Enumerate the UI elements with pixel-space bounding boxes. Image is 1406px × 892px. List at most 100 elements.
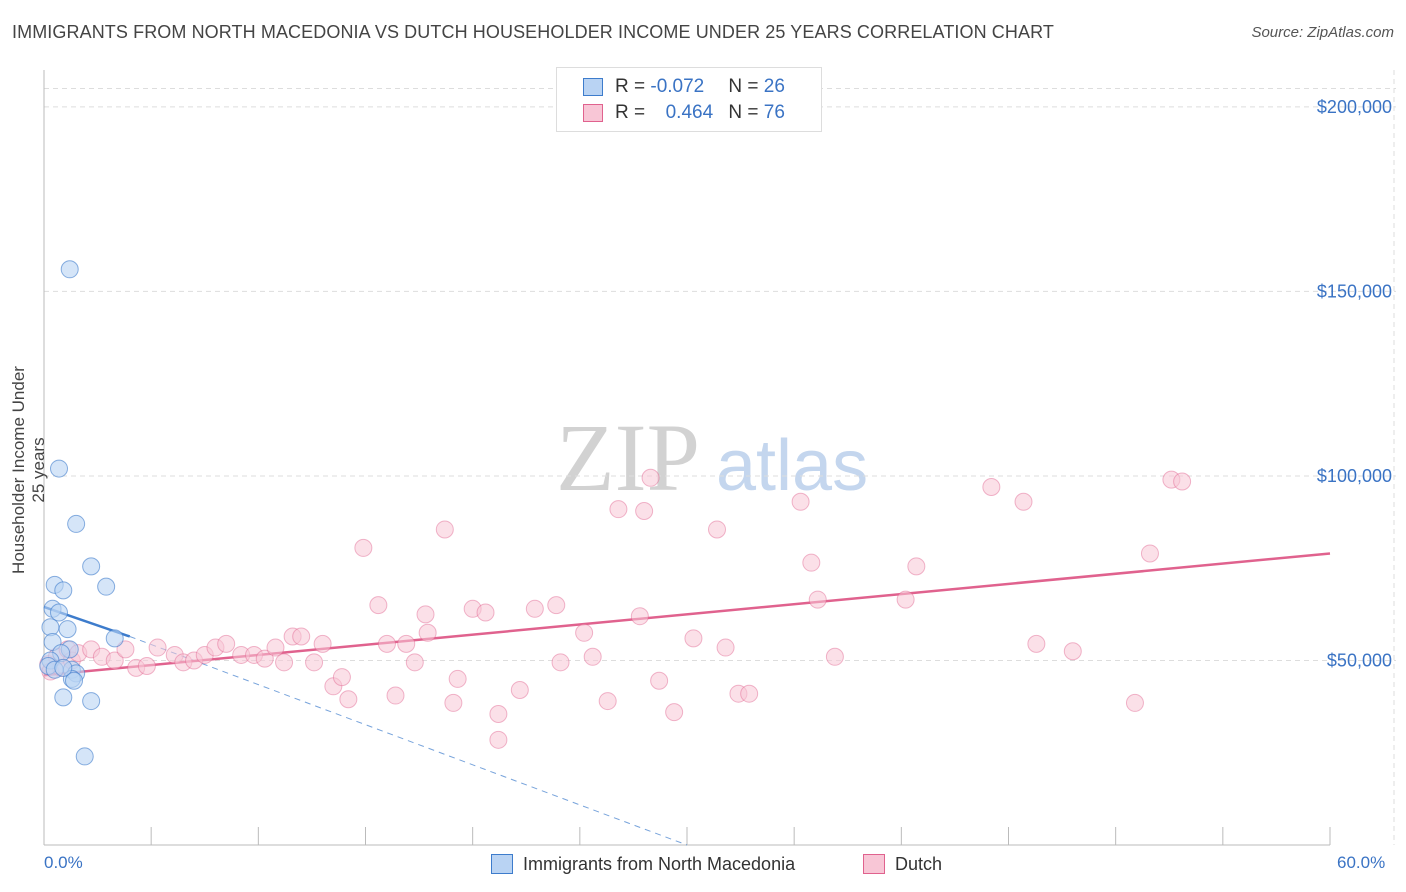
dutch-point [332, 668, 351, 687]
watermark-atlas: atlas [716, 426, 868, 506]
dutch-point [255, 649, 274, 668]
dutch-point [489, 730, 508, 749]
dutch-point [305, 653, 324, 672]
dutch-point [791, 492, 810, 511]
dutch-point [105, 651, 124, 670]
dutch-point [418, 623, 437, 642]
dutch-point [448, 669, 467, 688]
legend-row-pink: R = 0.464 N = 76 [583, 101, 785, 125]
legend-pink-r-label: R = [615, 102, 651, 123]
dutch-point [435, 520, 454, 539]
legend-row-blue: R = -0.072 N = 26 [583, 75, 785, 99]
legend-blue-n-label: N = [728, 76, 764, 97]
dutch-point [802, 553, 821, 572]
macedonia-point [97, 577, 116, 596]
bottom-legend-blue: Immigrants from North Macedonia [491, 852, 795, 876]
legend-pink-n-value: 76 [763, 102, 785, 123]
dutch-point [825, 647, 844, 666]
y-tick-labels: $50,000 $100,000 $150,000 $200,000 [1317, 97, 1392, 671]
y-axis-label: Householder Income Under 25 years [9, 366, 48, 574]
legend-pink-r-value: 0.464 [665, 102, 714, 123]
bottom-legend-swatch-blue [491, 854, 513, 874]
macedonia-point [65, 671, 84, 690]
macedonia-point [54, 658, 73, 677]
dutch-point [476, 603, 495, 622]
data-points [39, 260, 1192, 766]
y-tick-label: $50,000 [1327, 650, 1392, 670]
macedonia-point [75, 747, 94, 766]
dutch-point [386, 686, 405, 705]
macedonia-point [105, 629, 124, 648]
macedonia-point [50, 459, 69, 478]
dutch-point [489, 704, 508, 723]
dutch-point [1140, 544, 1159, 563]
dutch-point [1125, 693, 1144, 712]
macedonia-point [82, 692, 101, 711]
bottom-legend-blue-label: Immigrants from North Macedonia [523, 853, 796, 874]
dutch-point [635, 502, 654, 521]
legend-pink-n-label: N = [728, 102, 764, 123]
macedonia-trend-extension [129, 636, 688, 846]
dutch-point [137, 657, 156, 676]
bottom-legend-swatch-pink [863, 854, 885, 874]
dutch-point [650, 671, 669, 690]
dutch-point [575, 623, 594, 642]
dutch-point [377, 634, 396, 653]
macedonia-point [82, 557, 101, 576]
dutch-point [339, 690, 358, 709]
dutch-point [665, 703, 684, 722]
dutch-point [217, 634, 236, 653]
x-tick-label-min: 0.0% [44, 853, 83, 872]
dutch-point [547, 596, 566, 615]
dutch-point [716, 638, 735, 657]
macedonia-point [54, 581, 73, 600]
dutch-point [808, 590, 827, 609]
watermark-zip: ZIP [556, 404, 700, 511]
x-tick-label-max: 60.0% [1337, 853, 1386, 872]
dutch-point [275, 653, 294, 672]
dutch-point [896, 590, 915, 609]
dutch-point [551, 653, 570, 672]
macedonia-point [60, 260, 79, 279]
y-tick-label: $150,000 [1317, 281, 1392, 301]
correlation-legend: R = -0.072 N = 26 R = 0.464 N = 76 [556, 67, 822, 132]
dutch-point [609, 500, 628, 519]
dutch-point [444, 693, 463, 712]
dutch-point [292, 627, 311, 646]
dutch-point [583, 647, 602, 666]
dutch-point [369, 596, 388, 615]
dutch-point [525, 599, 544, 618]
legend-blue-r-value: -0.072 [650, 76, 705, 97]
dutch-point [1173, 472, 1192, 491]
legend-swatch-blue [583, 78, 603, 96]
dutch-point [116, 640, 135, 659]
dutch-point [416, 605, 435, 624]
legend-blue-r-label: R = [615, 76, 651, 97]
bottom-legend-pink: Dutch [863, 852, 942, 876]
dutch-point [708, 520, 727, 539]
dutch-point [907, 557, 926, 576]
dutch-point [641, 468, 660, 487]
dutch-point [405, 653, 424, 672]
dutch-point [598, 692, 617, 711]
dutch-point [510, 681, 529, 699]
macedonia-point [41, 618, 60, 637]
macedonia-point [50, 603, 69, 622]
dutch-point [1063, 642, 1082, 661]
dutch-point [1027, 634, 1046, 653]
y-tick-label: $100,000 [1317, 466, 1392, 486]
source-credit: Source: ZipAtlas.com [1251, 24, 1394, 41]
dutch-point [313, 634, 332, 653]
legend-blue-n-value: 26 [763, 76, 785, 97]
dutch-point [148, 638, 167, 657]
dutch-point [354, 538, 373, 557]
dutch-point [684, 629, 703, 648]
macedonia-point [67, 514, 86, 533]
dutch-point [740, 684, 759, 703]
macedonia-point [58, 620, 77, 639]
dutch-point [266, 638, 285, 657]
y-tick-label: $200,000 [1317, 97, 1392, 117]
dutch-point [982, 478, 1001, 497]
bottom-legend-pink-label: Dutch [895, 853, 943, 874]
